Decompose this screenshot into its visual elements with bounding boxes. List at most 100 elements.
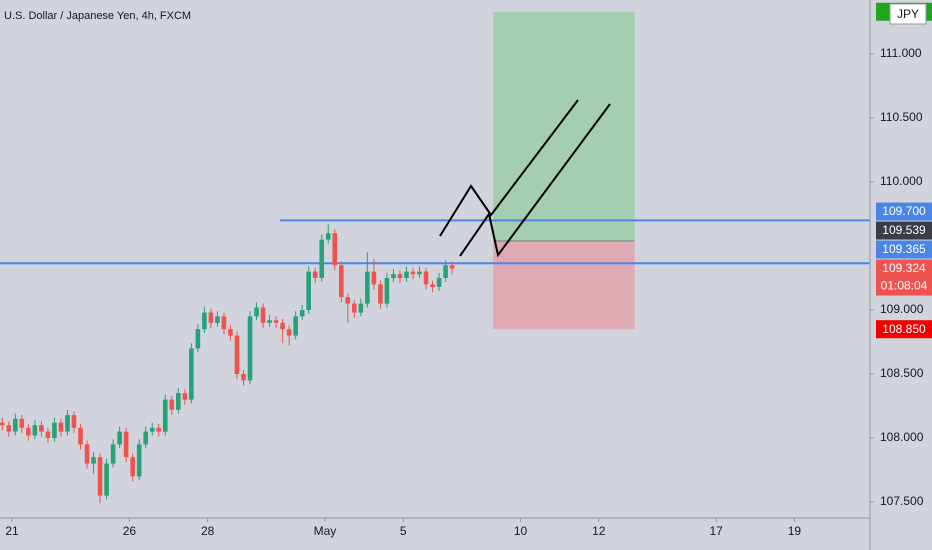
profit-zone [493,11,635,242]
chart-title: U.S. Dollar / Japanese Yen, 4h, FXCM [4,10,191,22]
candle-body [13,418,18,432]
candle-body [449,265,455,269]
candle-body [443,265,448,279]
candle-body [143,431,149,445]
price-label [876,320,932,339]
candle-body [26,427,31,436]
candle-body [104,463,109,496]
x-tick-label: 26 [123,524,137,538]
candle-body [234,335,240,375]
y-tick-label: 110.000 [880,174,923,188]
price-label [876,202,932,221]
candle-body [195,329,201,349]
price-label-text: 109.365 [882,242,926,256]
price-label [876,259,932,296]
candle-body [247,316,253,381]
y-tick-label: 108.500 [880,366,924,380]
candle-body [45,431,51,439]
candle-body [162,399,168,432]
candle-body [332,233,338,266]
candle-body [97,457,103,496]
candle-body [436,278,442,287]
candle-body [365,271,370,304]
candle-body [156,427,162,432]
candle-body [58,422,64,432]
candle-body [176,393,181,410]
x-tick-label: 17 [709,524,723,538]
candle-body [273,320,279,323]
plot-area [0,11,870,504]
x-tick-label: 12 [592,524,606,538]
candle-body [260,307,266,323]
candle-body [19,418,25,428]
candle-body [417,271,422,275]
candle-body [228,329,233,336]
candle-body [221,316,227,330]
candle-body [52,422,57,439]
candle-body [169,399,175,410]
candle-body [130,457,135,477]
candle-body [182,393,188,400]
candle-body [123,431,129,458]
candle-body [136,444,142,477]
candle-body [299,310,305,317]
candle-body [338,265,344,298]
candle-body [0,422,5,426]
y-tick-label: 108.000 [880,430,924,444]
drawing-line [459,103,611,258]
x-tick-label: 5 [400,524,407,538]
price-label-text: 108.850 [882,322,926,336]
candle-body [71,414,77,428]
candle-body [208,312,214,323]
price-label [876,221,932,240]
candle-body [430,284,435,287]
candle-body [371,271,377,285]
y-tick-label: 107.500 [880,494,924,508]
currency-label: JPY [897,7,919,21]
candle-body [306,271,311,311]
candle-body [286,329,292,336]
candle-body [267,320,272,323]
candle-body [241,374,246,381]
candle-body [254,307,259,317]
x-tick-label: May [314,524,337,538]
candle-body [352,303,357,313]
candle-body [149,427,155,432]
candle-body [84,444,90,464]
x-tick-label: 28 [201,524,215,538]
candle-body [202,312,207,330]
y-tick-label: 109.000 [880,302,924,316]
candle-body [391,274,396,279]
candle-body [280,322,285,330]
candle-body [410,271,416,275]
candle-body [312,271,318,279]
candle-body [6,425,12,432]
candle-body [32,425,38,436]
candle-body [319,239,325,279]
y-tick-label: 111.000 [880,46,922,60]
x-tick-label: 21 [5,524,19,538]
drawing-line [439,99,579,237]
candle-body [325,233,331,240]
candle-body [215,316,220,323]
price-label-text: 109.324 [882,261,926,275]
price-label [876,240,932,259]
x-tick-label: 10 [514,524,528,538]
countdown-label: 01:08:04 [881,279,928,293]
candle-body [117,431,122,445]
candle-body [358,303,364,313]
candle-body [65,414,70,432]
x-tick-label: 19 [788,524,802,538]
currency-box [889,3,927,25]
price-label-text: 109.539 [882,223,926,237]
candle-body [345,297,351,304]
candle-body [78,427,83,445]
candle-body [39,425,44,432]
candle-body [384,278,390,304]
candle-body [404,271,409,279]
candle-body [293,316,298,336]
candle-body [189,348,194,400]
candle-body [91,457,96,464]
candle-body [423,271,429,285]
